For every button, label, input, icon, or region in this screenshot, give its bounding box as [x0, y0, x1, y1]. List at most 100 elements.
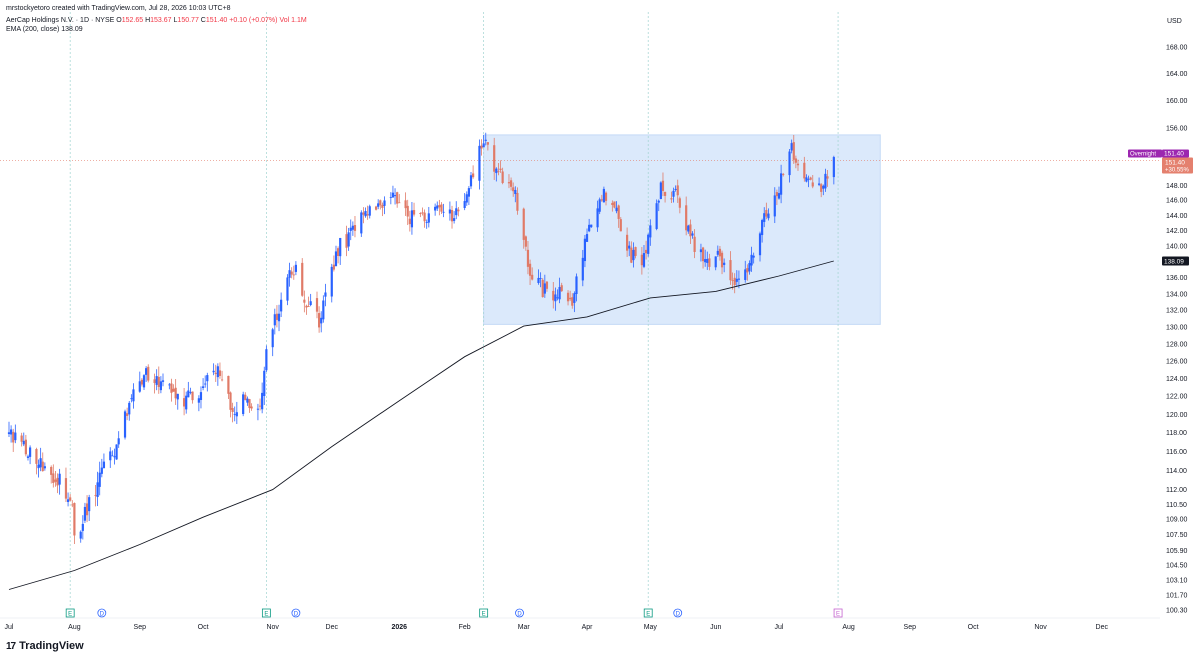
candle-body — [531, 274, 534, 280]
candle-body — [453, 218, 456, 221]
candle-body — [24, 439, 27, 455]
candle-body — [767, 213, 770, 219]
candle — [332, 255, 335, 272]
candle — [748, 260, 751, 275]
candle-body — [541, 279, 544, 298]
earnings-marker — [643, 608, 653, 618]
candle — [805, 174, 808, 183]
x-tick-label: Jun — [710, 624, 721, 631]
candle — [71, 500, 74, 508]
candle — [396, 191, 399, 208]
candle — [330, 263, 333, 303]
candle-body — [88, 497, 91, 512]
candle — [657, 199, 660, 212]
candle-body — [526, 249, 530, 267]
candle-body — [644, 249, 648, 254]
candle — [465, 191, 468, 206]
candle-body — [85, 503, 89, 516]
candle — [706, 251, 709, 270]
price-axis-panel — [1160, 0, 1200, 662]
candle-body — [598, 199, 601, 212]
candle — [235, 401, 238, 424]
candle-body — [509, 180, 513, 187]
candle — [790, 139, 793, 154]
candle-body — [145, 368, 148, 375]
candle — [10, 425, 13, 443]
volume-value: Vol 1.1M — [279, 17, 307, 24]
candle — [647, 233, 650, 257]
candle — [714, 256, 717, 271]
candle — [351, 221, 354, 236]
candle — [73, 502, 76, 544]
candle — [201, 378, 205, 391]
candle — [39, 447, 42, 472]
last-price-tag — [1162, 157, 1193, 174]
x-tick-label: Oct — [198, 624, 209, 631]
candle — [509, 177, 513, 191]
candle — [286, 274, 289, 306]
candle-body — [214, 372, 217, 374]
candle-body — [28, 447, 32, 457]
candle — [497, 163, 500, 176]
x-tick-label: Oct — [968, 624, 979, 631]
candle — [687, 224, 690, 234]
candle-body — [26, 456, 30, 458]
candle — [250, 403, 253, 411]
candle-body — [640, 254, 643, 266]
candle — [569, 290, 572, 302]
candle — [604, 191, 608, 206]
candle-body — [604, 192, 608, 201]
candle — [318, 306, 321, 333]
candle-body — [718, 248, 722, 257]
candle — [642, 244, 646, 269]
y-tick-label: 148.00 — [1166, 183, 1188, 190]
candle-body — [708, 258, 711, 267]
candle-body — [147, 366, 150, 381]
dividend-marker — [291, 608, 301, 618]
y-tick-label: 120.00 — [1166, 412, 1188, 419]
candle — [408, 210, 411, 232]
candle — [115, 444, 118, 460]
candle-body — [353, 225, 357, 231]
candle — [280, 292, 283, 318]
candle — [56, 473, 59, 494]
candle-body — [123, 411, 127, 438]
candle — [398, 194, 401, 204]
candle — [493, 137, 496, 180]
candle-body — [809, 177, 812, 180]
candle — [362, 207, 365, 224]
candle-body — [583, 238, 587, 262]
candle-body — [571, 297, 574, 306]
candle — [315, 291, 319, 319]
candle — [263, 366, 266, 405]
candle — [12, 428, 15, 452]
x-tick-label: Feb — [459, 624, 471, 631]
y-tick-label: 124.00 — [1166, 376, 1188, 383]
candle — [780, 164, 783, 204]
overnight-tag-label: Overnight — [1130, 152, 1156, 158]
candle-body — [261, 392, 264, 410]
candle — [704, 249, 707, 267]
candle — [469, 172, 473, 190]
candle-body — [159, 381, 162, 391]
candle-body — [334, 251, 338, 267]
candle — [246, 396, 249, 406]
candle-body — [735, 278, 738, 282]
candle-body — [265, 349, 268, 371]
candle — [613, 201, 616, 209]
candle — [626, 227, 629, 257]
candle-body — [731, 280, 734, 281]
candle-body — [157, 376, 160, 387]
symbol-title: AerCap Holdings N.V. · 1D · NYSE — [6, 17, 115, 24]
candle — [35, 447, 38, 475]
candle — [457, 207, 460, 217]
candle-body — [545, 281, 549, 289]
candle — [406, 199, 409, 226]
candle-body — [307, 306, 310, 307]
candle — [24, 434, 27, 457]
candle — [111, 450, 114, 457]
candle — [309, 293, 312, 307]
candle — [628, 241, 631, 257]
candle — [826, 169, 829, 187]
